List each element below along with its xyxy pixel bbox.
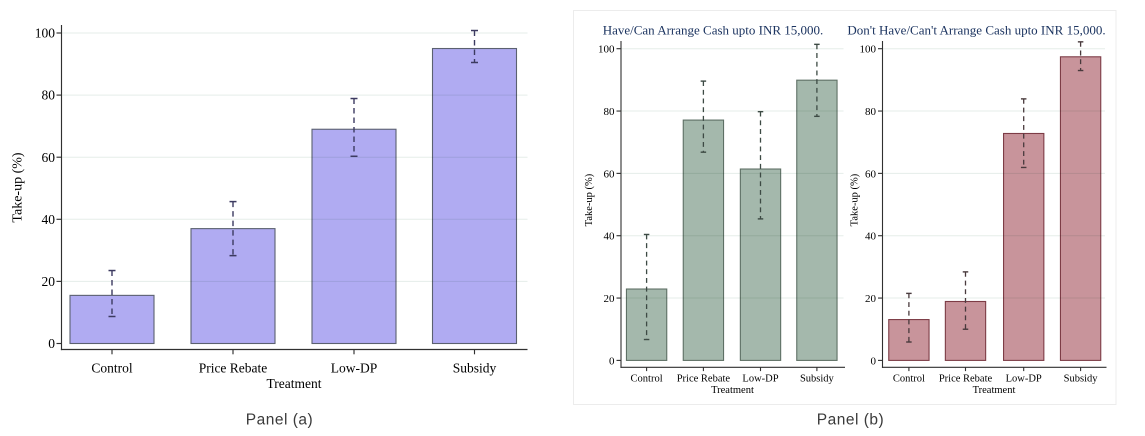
svg-text:40: 40 [865, 231, 877, 243]
svg-text:20: 20 [604, 293, 616, 305]
svg-text:40: 40 [604, 231, 616, 243]
svg-text:Control: Control [631, 373, 663, 384]
svg-text:Treatment: Treatment [267, 376, 322, 391]
svg-text:100: 100 [35, 26, 56, 41]
svg-text:Treatment: Treatment [973, 385, 1016, 396]
svg-text:0: 0 [48, 336, 55, 351]
svg-text:Don't Have/Can't Arrange Cash: Don't Have/Can't Arrange Cash upto INR 1… [847, 22, 1105, 37]
svg-text:Take-up (%): Take-up (%) [584, 173, 595, 226]
svg-text:Panel (a): Panel (a) [246, 412, 313, 429]
svg-text:80: 80 [865, 106, 877, 118]
svg-text:Take-up (%): Take-up (%) [850, 173, 861, 226]
svg-text:Low-DP: Low-DP [742, 373, 778, 384]
svg-text:Panel (b): Panel (b) [817, 412, 884, 429]
svg-text:Price Rebate: Price Rebate [939, 373, 993, 384]
svg-text:100: 100 [860, 44, 877, 56]
svg-text:Low-DP: Low-DP [331, 361, 378, 376]
svg-text:Price Rebate: Price Rebate [199, 361, 268, 376]
svg-text:Treatment: Treatment [711, 385, 754, 396]
svg-text:60: 60 [865, 168, 877, 180]
svg-text:Take-up (%): Take-up (%) [11, 152, 26, 222]
svg-text:Subsidy: Subsidy [453, 361, 497, 376]
svg-text:20: 20 [865, 293, 877, 305]
svg-text:Control: Control [893, 373, 925, 384]
svg-text:80: 80 [42, 88, 56, 103]
svg-text:0: 0 [871, 355, 877, 367]
svg-text:100: 100 [598, 44, 615, 56]
svg-text:Low-DP: Low-DP [1006, 373, 1042, 384]
svg-text:40: 40 [42, 212, 56, 227]
svg-text:Subsidy: Subsidy [1064, 373, 1099, 384]
svg-text:Subsidy: Subsidy [800, 373, 835, 384]
svg-text:0: 0 [609, 355, 615, 367]
svg-text:Have/Can Arrange Cash upto INR: Have/Can Arrange Cash upto INR 15,000. [603, 22, 824, 37]
svg-text:60: 60 [604, 168, 616, 180]
svg-text:20: 20 [42, 274, 56, 289]
svg-text:Control: Control [91, 361, 133, 376]
svg-text:80: 80 [604, 106, 616, 118]
svg-text:Price Rebate: Price Rebate [677, 373, 731, 384]
svg-text:60: 60 [42, 150, 56, 165]
